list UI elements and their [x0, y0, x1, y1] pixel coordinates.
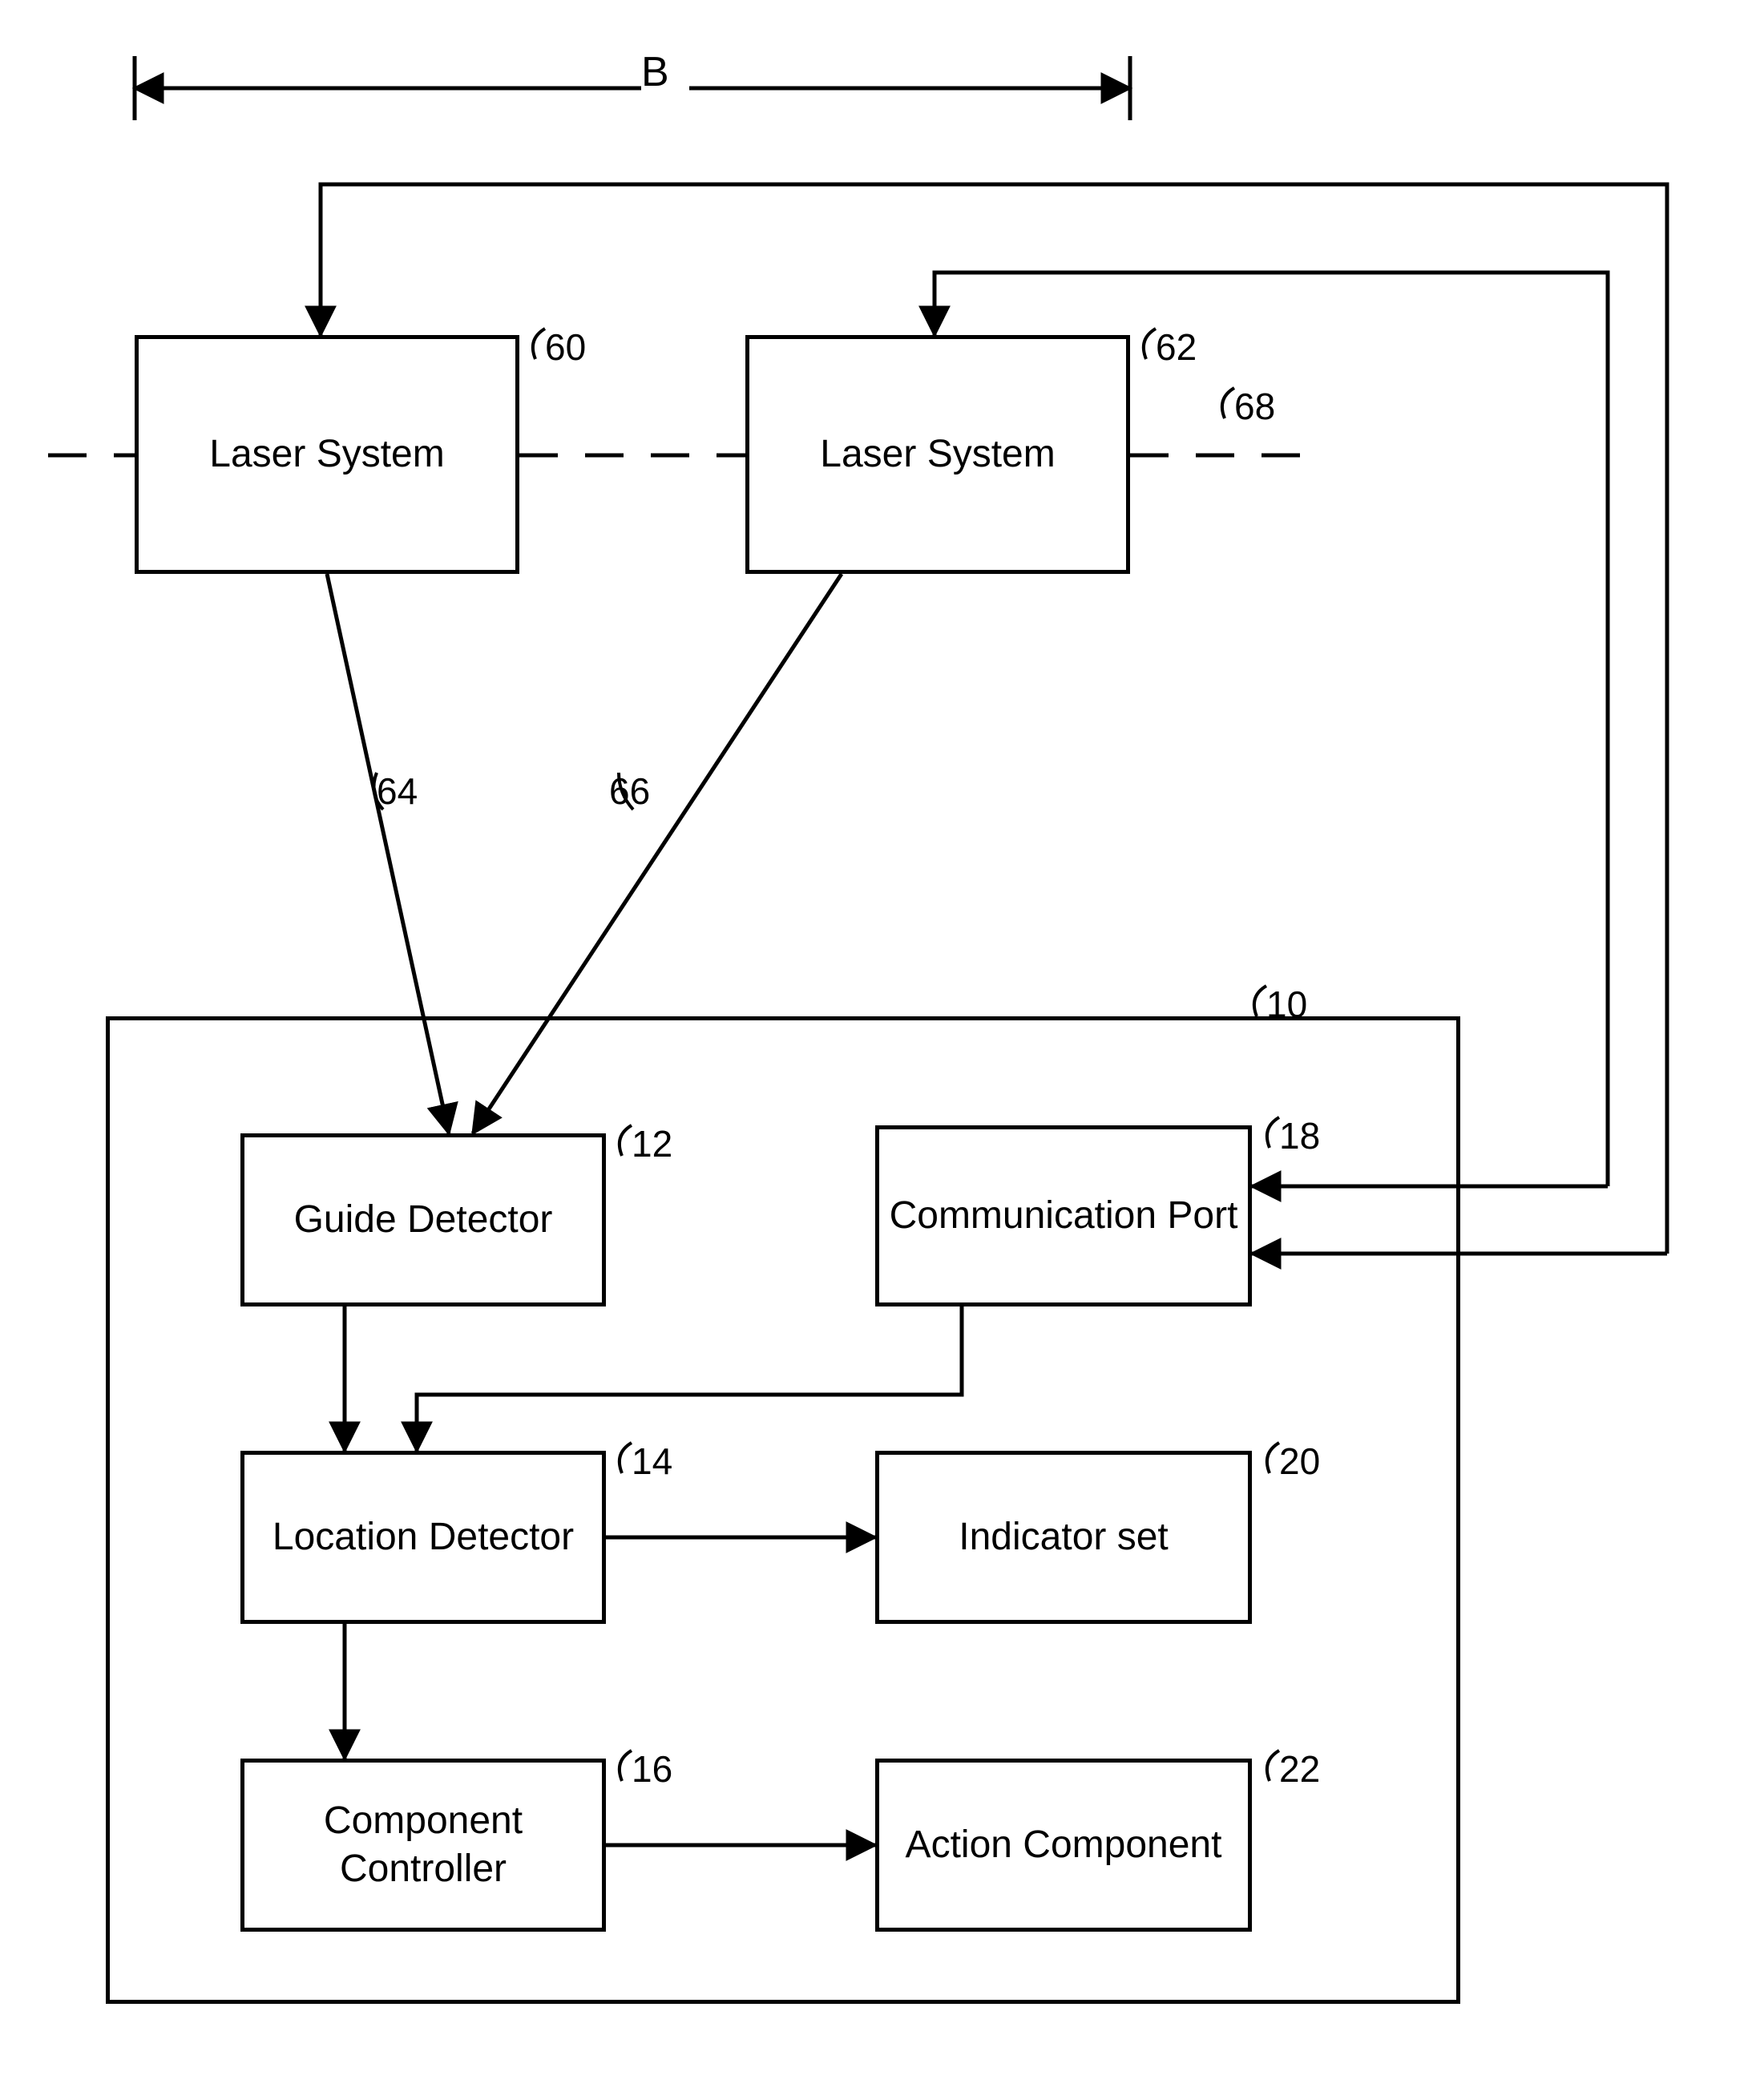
guide-detector-box: Guide Detector — [240, 1133, 606, 1306]
ref-60: 60 — [545, 325, 586, 369]
laser-system-1-label: Laser System — [209, 430, 444, 479]
ref-62: 62 — [1156, 325, 1197, 369]
location-detector-box: Location Detector — [240, 1451, 606, 1624]
laser-system-1-box: Laser System — [135, 335, 519, 574]
action-component-box: Action Component — [875, 1759, 1252, 1932]
ref-10: 10 — [1266, 983, 1307, 1026]
location-detector-label: Location Detector — [272, 1513, 574, 1561]
guide-detector-label: Guide Detector — [294, 1196, 553, 1244]
ref-68: 68 — [1234, 385, 1275, 428]
ref-66: 66 — [609, 769, 650, 813]
ref-20: 20 — [1279, 1440, 1320, 1483]
component-controller-label: Component Controller — [244, 1797, 602, 1893]
action-component-label: Action Component — [906, 1821, 1222, 1869]
ref-18: 18 — [1279, 1114, 1320, 1157]
ref-14: 14 — [632, 1440, 672, 1483]
ref-12: 12 — [632, 1122, 672, 1165]
indicator-set-label: Indicator set — [959, 1513, 1168, 1561]
laser-system-2-box: Laser System — [745, 335, 1130, 574]
indicator-set-box: Indicator set — [875, 1451, 1252, 1624]
laser-system-2-label: Laser System — [820, 430, 1055, 479]
communication-port-label: Communication Port — [890, 1192, 1238, 1240]
communication-port-box: Communication Port — [875, 1125, 1252, 1306]
ref-22: 22 — [1279, 1747, 1320, 1791]
dimension-label-B: B — [641, 48, 669, 96]
ref-16: 16 — [632, 1747, 672, 1791]
component-controller-box: Component Controller — [240, 1759, 606, 1932]
ref-64: 64 — [377, 769, 418, 813]
